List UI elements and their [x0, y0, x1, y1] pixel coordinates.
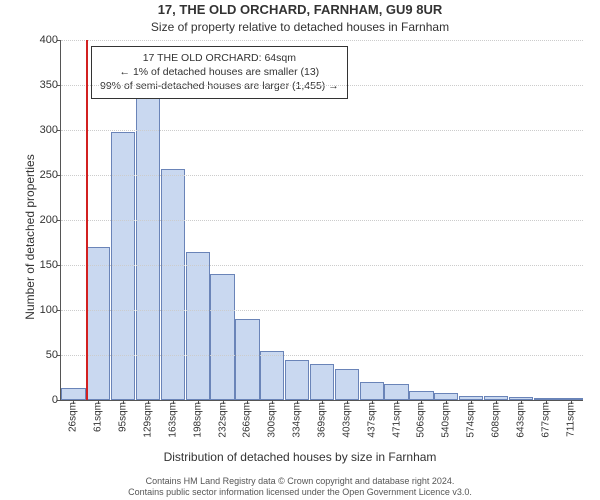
- bar: [86, 247, 110, 400]
- xtick-label: 61sqm: [93, 402, 104, 432]
- xtick-label: 334sqm: [292, 402, 303, 438]
- chart-title: 17, THE OLD ORCHARD, FARNHAM, GU9 8UR: [0, 2, 600, 17]
- bar: [360, 382, 384, 400]
- chart-container: 17, THE OLD ORCHARD, FARNHAM, GU9 8UR Si…: [0, 0, 600, 500]
- xtick-label: 232sqm: [217, 402, 228, 438]
- ytick-label: 150: [8, 260, 58, 271]
- chart-subtitle: Size of property relative to detached ho…: [0, 20, 600, 34]
- ytick-label: 350: [8, 80, 58, 91]
- bar: [384, 384, 408, 400]
- bar: [161, 169, 185, 400]
- bar: [409, 391, 433, 400]
- footer-attribution: Contains HM Land Registry data © Crown c…: [0, 476, 600, 499]
- plot-area: 17 THE OLD ORCHARD: 64sqm ← 1% of detach…: [60, 40, 583, 401]
- ytick-label: 300: [8, 125, 58, 136]
- gridline: [61, 85, 583, 86]
- xtick-label: 163sqm: [167, 402, 178, 438]
- gridline: [61, 130, 583, 131]
- bar: [210, 274, 234, 400]
- xtick-label: 369sqm: [317, 402, 328, 438]
- annotation-box: 17 THE OLD ORCHARD: 64sqm ← 1% of detach…: [91, 46, 348, 99]
- xtick-label: 26sqm: [68, 402, 79, 432]
- gridline: [61, 175, 583, 176]
- x-axis-label: Distribution of detached houses by size …: [0, 450, 600, 464]
- ytick-label: 400: [8, 35, 58, 46]
- xtick-label: 300sqm: [267, 402, 278, 438]
- gridline: [61, 355, 583, 356]
- bar: [61, 388, 85, 400]
- ytick-label: 0: [8, 395, 58, 406]
- bar: [434, 393, 458, 400]
- annotation-line-2: ← 1% of detached houses are smaller (13): [100, 65, 339, 79]
- footer-line-2: Contains public sector information licen…: [0, 487, 600, 498]
- footer-line-1: Contains HM Land Registry data © Crown c…: [0, 476, 600, 487]
- bar: [310, 364, 334, 400]
- gridline: [61, 310, 583, 311]
- xtick-label: 198sqm: [192, 402, 203, 438]
- gridline: [61, 220, 583, 221]
- xtick-label: 506sqm: [416, 402, 427, 438]
- ytick-label: 100: [8, 305, 58, 316]
- bar: [186, 252, 210, 401]
- gridline: [61, 265, 583, 266]
- xtick-label: 711sqm: [565, 402, 576, 437]
- xtick-label: 403sqm: [341, 402, 352, 438]
- ytick-label: 50: [8, 350, 58, 361]
- xtick-label: 437sqm: [366, 402, 377, 438]
- xtick-label: 266sqm: [242, 402, 253, 438]
- xtick-label: 471sqm: [391, 402, 402, 438]
- marker-line: [86, 40, 88, 400]
- xtick-label: 129sqm: [143, 402, 154, 438]
- xtick-label: 643sqm: [515, 402, 526, 438]
- xtick-label: 608sqm: [491, 402, 502, 438]
- xtick-label: 540sqm: [441, 402, 452, 438]
- xtick-label: 677sqm: [540, 402, 551, 438]
- annotation-line-1: 17 THE OLD ORCHARD: 64sqm: [100, 51, 339, 65]
- bar: [285, 360, 309, 401]
- bar: [235, 319, 259, 400]
- bar: [260, 351, 284, 401]
- ytick-label: 200: [8, 215, 58, 226]
- xtick-label: 95sqm: [118, 402, 129, 432]
- gridline: [61, 40, 583, 41]
- annotation-line-3: 99% of semi-detached houses are larger (…: [100, 79, 339, 93]
- xtick-label: 574sqm: [466, 402, 477, 438]
- bar: [335, 369, 359, 401]
- ytick-label: 250: [8, 170, 58, 181]
